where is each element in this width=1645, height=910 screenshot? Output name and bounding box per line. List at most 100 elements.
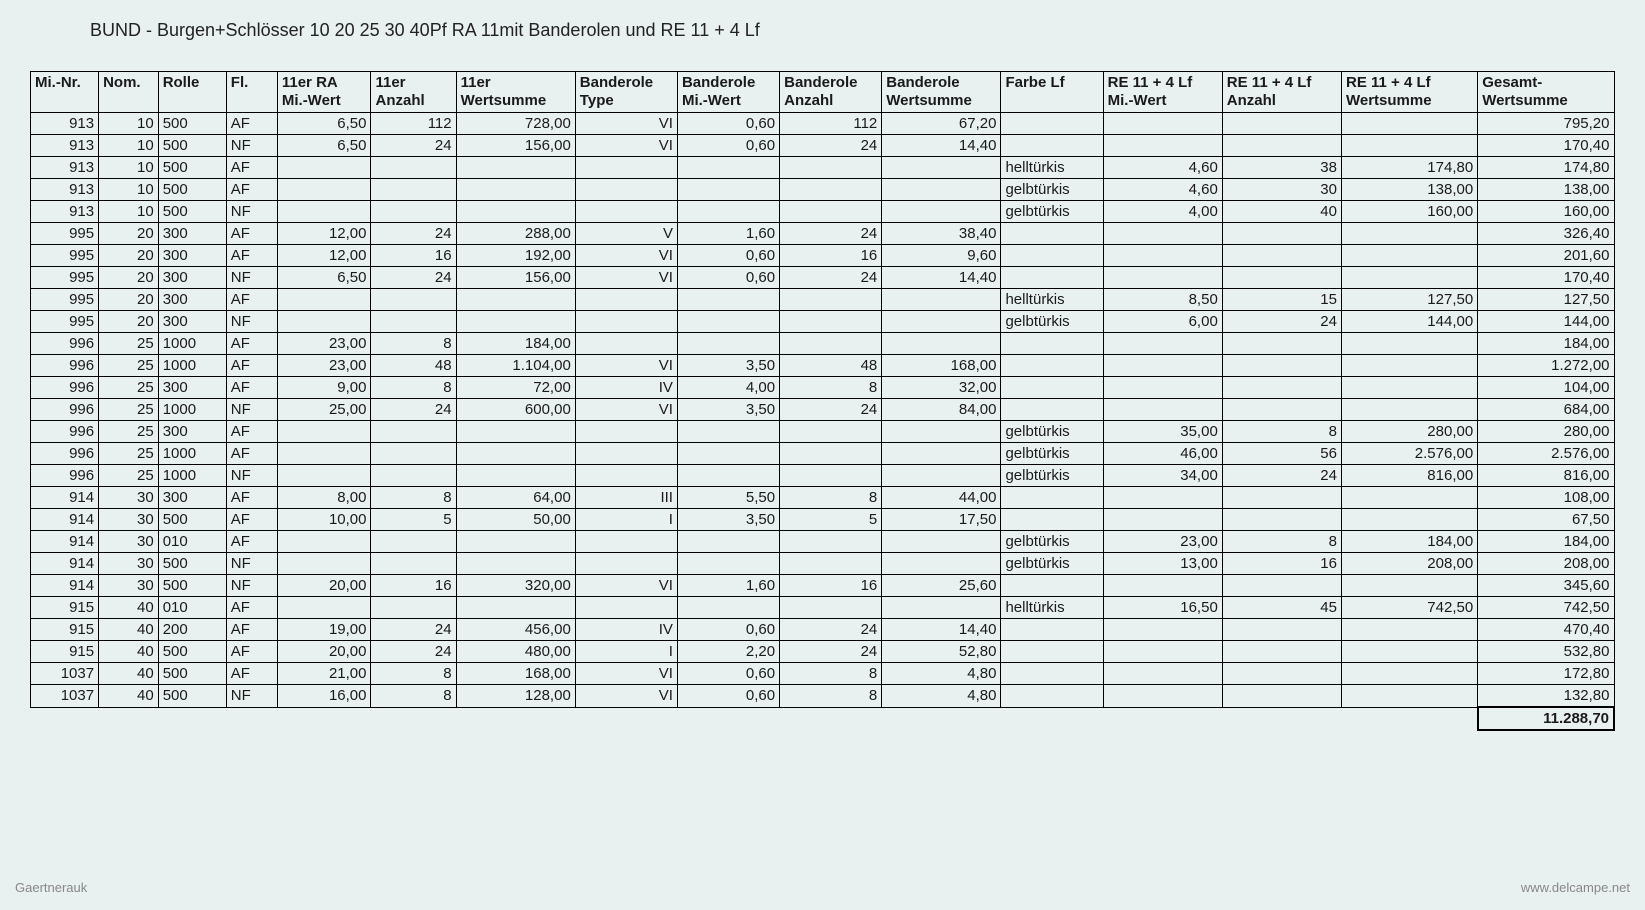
table-cell: 6,50	[277, 135, 371, 157]
table-cell	[882, 289, 1001, 311]
table-cell: 20	[99, 311, 159, 333]
table-cell: 24	[780, 619, 882, 641]
table-cell: 30	[99, 531, 159, 553]
table-cell	[1103, 685, 1222, 708]
table-cell	[882, 465, 1001, 487]
table-cell	[456, 597, 575, 619]
table-cell: 1000	[158, 465, 226, 487]
total-row: 11.288,70	[31, 707, 1615, 730]
table-cell: 0,60	[677, 267, 779, 289]
table-cell	[1341, 663, 1477, 685]
table-cell: AF	[226, 289, 277, 311]
table-cell	[456, 201, 575, 223]
table-cell: 201,60	[1478, 245, 1614, 267]
table-cell: 742,50	[1478, 597, 1614, 619]
table-cell: 996	[31, 333, 99, 355]
table-cell: AF	[226, 421, 277, 443]
table-cell: 300	[158, 487, 226, 509]
table-cell: 300	[158, 421, 226, 443]
table-cell: 6,50	[277, 113, 371, 135]
table-cell	[1222, 487, 1341, 509]
table-cell: 10	[99, 201, 159, 223]
table-cell	[371, 597, 456, 619]
table-cell	[1341, 509, 1477, 531]
table-cell: helltürkis	[1001, 157, 1103, 179]
column-header: RE 11 + 4 LfAnzahl	[1222, 72, 1341, 113]
table-cell: 2.576,00	[1341, 443, 1477, 465]
table-header: Mi.-Nr.Nom.RolleFl.11er RAMi.-Wert11erAn…	[31, 72, 1615, 113]
table-row: 91540010AFhelltürkis16,5045742,50742,50	[31, 597, 1615, 619]
table-cell: 500	[158, 509, 226, 531]
table-cell	[677, 311, 779, 333]
table-cell: 30	[1222, 179, 1341, 201]
table-cell: 16	[780, 575, 882, 597]
table-cell: III	[575, 487, 677, 509]
table-cell	[882, 333, 1001, 355]
table-cell: 480,00	[456, 641, 575, 663]
table-cell: 128,00	[456, 685, 575, 708]
table-row: 91310500AF6,50112728,00VI0,6011267,20795…	[31, 113, 1615, 135]
table-cell: 1000	[158, 399, 226, 421]
table-cell: 8	[1222, 421, 1341, 443]
table-cell: VI	[575, 355, 677, 377]
table-cell: 24	[1222, 465, 1341, 487]
table-cell: 8	[371, 685, 456, 708]
table-cell	[277, 179, 371, 201]
table-cell: 8,00	[277, 487, 371, 509]
table-cell: 1037	[31, 663, 99, 685]
column-header: Fl.	[226, 72, 277, 113]
table-cell	[780, 553, 882, 575]
table-cell: 300	[158, 377, 226, 399]
table-cell: 144,00	[1478, 311, 1614, 333]
table-cell	[371, 553, 456, 575]
table-cell: 14,40	[882, 135, 1001, 157]
table-cell: AF	[226, 179, 277, 201]
table-cell	[1222, 619, 1341, 641]
table-cell	[575, 289, 677, 311]
table-cell: 4,80	[882, 685, 1001, 708]
table-cell: 345,60	[1478, 575, 1614, 597]
column-header: Mi.-Nr.	[31, 72, 99, 113]
table-row: 91310500AFhelltürkis4,6038174,80174,80	[31, 157, 1615, 179]
table-cell: 914	[31, 487, 99, 509]
total-spacer	[99, 707, 159, 730]
table-cell	[780, 531, 882, 553]
table-row: 91310500NFgelbtürkis4,0040160,00160,00	[31, 201, 1615, 223]
table-cell: 9,60	[882, 245, 1001, 267]
table-cell: AF	[226, 355, 277, 377]
table-cell	[1001, 223, 1103, 245]
table-cell: 8	[780, 487, 882, 509]
table-cell: 20,00	[277, 575, 371, 597]
total-spacer	[677, 707, 779, 730]
table-cell: 995	[31, 311, 99, 333]
table-cell: 25	[99, 399, 159, 421]
table-cell: 13,00	[1103, 553, 1222, 575]
table-cell	[277, 443, 371, 465]
table-cell: 3,50	[677, 509, 779, 531]
table-cell: 127,50	[1341, 289, 1477, 311]
table-cell: 456,00	[456, 619, 575, 641]
table-cell: 24	[371, 135, 456, 157]
table-cell: gelbtürkis	[1001, 443, 1103, 465]
table-cell: 8	[780, 377, 882, 399]
table-cell: V	[575, 223, 677, 245]
table-cell	[882, 553, 1001, 575]
table-cell: 300	[158, 223, 226, 245]
table-cell: 1000	[158, 355, 226, 377]
table-cell	[456, 465, 575, 487]
table-cell: NF	[226, 311, 277, 333]
column-header: BanderoleAnzahl	[780, 72, 882, 113]
table-cell	[1341, 575, 1477, 597]
table-cell: 500	[158, 663, 226, 685]
table-cell	[1103, 113, 1222, 135]
table-cell: 8	[371, 487, 456, 509]
table-cell: 20,00	[277, 641, 371, 663]
table-cell: 24	[371, 641, 456, 663]
table-cell: 500	[158, 157, 226, 179]
table-cell: 34,00	[1103, 465, 1222, 487]
table-cell: 010	[158, 597, 226, 619]
table-cell: 30	[99, 553, 159, 575]
table-cell: 17,50	[882, 509, 1001, 531]
table-cell: 45	[1222, 597, 1341, 619]
table-cell: 10	[99, 179, 159, 201]
